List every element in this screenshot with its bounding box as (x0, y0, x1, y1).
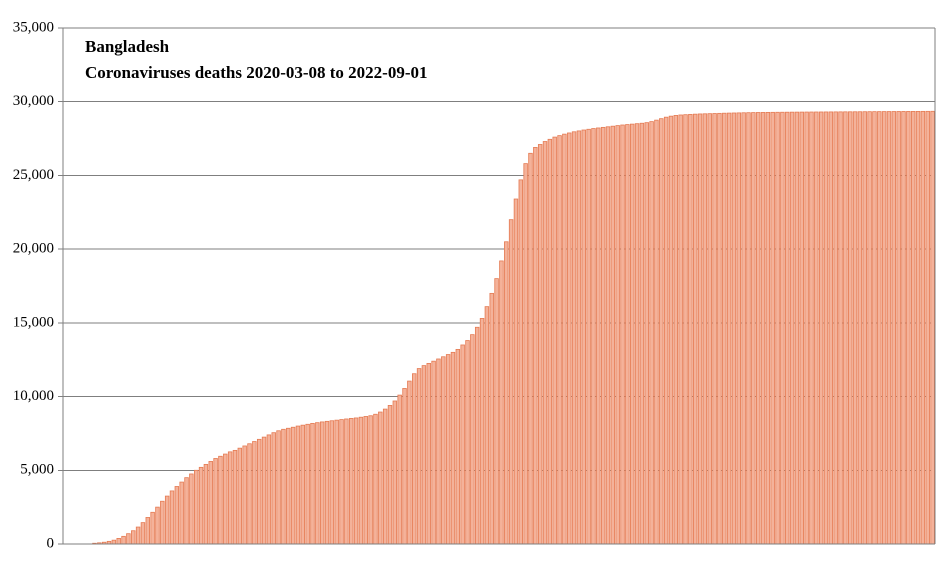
chart-container: 0 5,000 10,000 15,000 20,000 25,000 30,000 35,0… (0, 0, 950, 572)
y-tick-label: 35,000 (13, 19, 54, 35)
y-tick-label: 20,000 (13, 241, 54, 257)
y-tick-label: 25,000 (13, 167, 54, 183)
y-tick-label: 0 (47, 535, 55, 551)
y-tick-label: 30,000 (13, 93, 54, 109)
chart-title-line1: Bangladesh (85, 37, 170, 56)
chart-svg: 0 5,000 10,000 15,000 20,000 25,000 30,000 35,0… (0, 0, 950, 572)
y-tick-label: 5,000 (20, 462, 54, 478)
chart-title-line2: Coronaviruses deaths 2020-03-08 to 2022-… (85, 63, 428, 82)
y-tick-label: 10,000 (13, 388, 54, 404)
y-tick-label: 15,000 (13, 314, 54, 330)
